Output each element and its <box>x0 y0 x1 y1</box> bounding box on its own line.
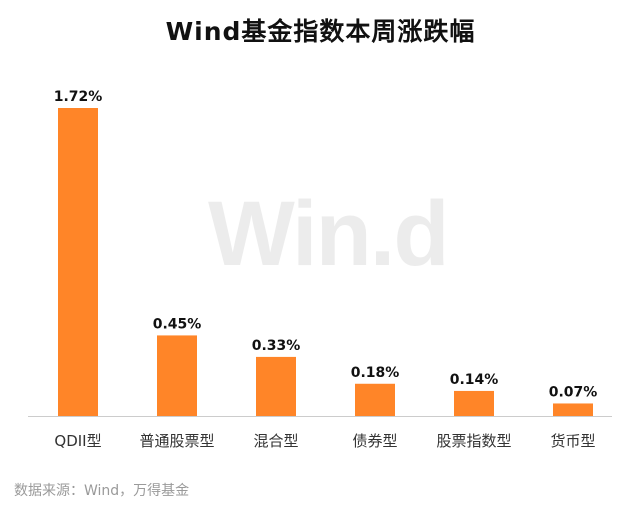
bar <box>58 108 98 416</box>
bar <box>454 390 494 416</box>
bar <box>256 356 296 416</box>
category-label: 混合型 <box>253 432 298 450</box>
data-label: 0.33% <box>252 338 301 354</box>
data-label: 0.45% <box>153 316 202 332</box>
data-label: 1.72% <box>54 89 103 105</box>
bar <box>157 335 197 416</box>
bar <box>553 403 593 416</box>
data-label: 0.18% <box>351 365 400 381</box>
category-label: 货币型 <box>550 432 595 450</box>
category-label: 股票指数型 <box>436 432 511 450</box>
category-label: 债券型 <box>352 432 397 450</box>
bar <box>355 383 395 416</box>
data-source-note: 数据来源：Wind，万得基金 <box>14 483 190 499</box>
data-label: 0.07% <box>549 384 598 400</box>
chart-title: Wind基金指数本周涨跌幅 <box>165 17 476 46</box>
data-label: 0.14% <box>450 372 499 388</box>
category-label: QDII型 <box>54 432 101 450</box>
category-label: 普通股票型 <box>139 432 214 450</box>
